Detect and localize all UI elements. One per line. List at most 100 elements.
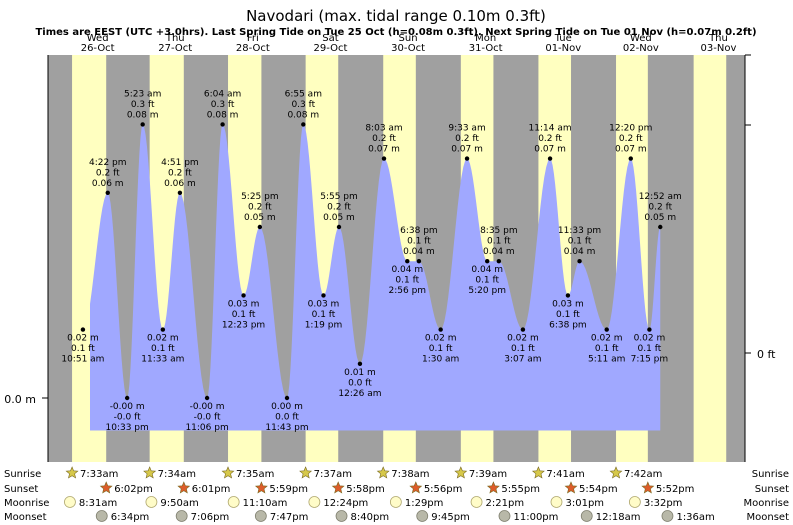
tide-label: 12:23 pm — [222, 320, 265, 330]
sunset-time: 5:59pm — [269, 484, 308, 495]
tide-label: 6:55 am — [285, 89, 322, 99]
tide-point — [204, 395, 210, 401]
astro-row-label-right: Sunset — [755, 484, 789, 495]
sunrise-icon — [65, 466, 79, 479]
tide-label: 11:43 pm — [265, 423, 308, 433]
day-date: 01-Nov — [545, 43, 581, 54]
astro-row-label-left: Sunset — [4, 484, 38, 495]
tide-extreme: 0.02 m0.1 ft5:11 am — [588, 327, 625, 365]
tide-label: 0.04 m — [564, 247, 596, 257]
moonrise-icon — [227, 496, 240, 508]
tide-point — [416, 259, 422, 264]
moonset-icon — [175, 510, 188, 522]
tide-label: 0.0 ft — [348, 378, 372, 388]
moonset-icon — [254, 510, 267, 522]
tide-label: 0.1 ft — [232, 310, 256, 320]
tide-point — [284, 395, 290, 401]
axes — [42, 54, 751, 462]
tide-curve-area — [90, 124, 661, 431]
astro-row-label-left: Moonset — [4, 512, 47, 523]
day-name: Thu — [708, 33, 728, 44]
sunrise-icon — [221, 466, 235, 479]
tide-label: 0.06 m — [164, 179, 196, 189]
astro-row-label-right: Moonset — [747, 512, 790, 523]
tide-label: 2:56 pm — [389, 286, 427, 296]
day-name: Sat — [322, 33, 338, 44]
tide-point — [658, 224, 663, 230]
sunrise-icon — [143, 466, 157, 479]
moonrise-time: 12:24pm — [323, 498, 368, 509]
tide-extreme: 6:55 am0.3 ft0.08 m — [285, 89, 322, 127]
tide-label: 0.2 ft — [327, 203, 351, 213]
tide-label: 0.03 m — [308, 299, 340, 309]
tide-label: 5:20 pm — [468, 286, 506, 296]
tide-label: 3:07 am — [504, 355, 541, 365]
astro-row-label-right: Moonrise — [744, 498, 789, 509]
moonrise-time: 3:01pm — [565, 498, 604, 509]
tide-extreme: 0.03 m0.1 ft1:19 pm — [305, 293, 342, 330]
moonset-time: 11:00pm — [513, 512, 558, 523]
tide-point — [438, 327, 443, 332]
tide-point — [381, 156, 387, 161]
right-axis-label: 0 ft — [757, 348, 776, 361]
tide-extreme: 8:35 pm0.1 ft0.04 m — [480, 226, 518, 264]
tide-extreme: 6:38 pm0.1 ft0.04 m — [400, 226, 438, 264]
tide-label: 0.05 m — [244, 213, 276, 223]
moonrise-icon — [389, 496, 402, 508]
sunrise-time: 7:41am — [546, 469, 584, 480]
tide-label: 0.05 m — [644, 213, 676, 223]
tide-label: 0.1 ft — [312, 310, 336, 320]
moonrise-time: 1:29pm — [405, 498, 444, 509]
tide-label: 0.04 m — [471, 265, 503, 275]
tide-label: 11:06 pm — [185, 423, 228, 433]
tide-label: 0.08 m — [287, 110, 319, 120]
tide-label: 0.04 m — [483, 247, 515, 257]
tide-label: 0.1 ft — [595, 344, 619, 354]
tide-point — [220, 122, 225, 127]
chart-title: Navodari (max. tidal range 0.10m 0.3ft) — [246, 7, 546, 25]
day-name: Wed — [630, 33, 652, 44]
tide-label: 0.07 m — [615, 145, 647, 155]
sunrise-icon — [299, 466, 313, 479]
sunrise-time: 7:35am — [236, 469, 274, 480]
tide-label: 0.03 m — [552, 299, 584, 309]
tide-label: 0.07 m — [534, 145, 566, 155]
tide-label: 4:51 pm — [161, 158, 199, 168]
tide-label: 0.02 m — [67, 334, 99, 344]
tide-label: 5:25 pm — [241, 192, 279, 202]
tide-point — [140, 122, 145, 127]
sunrise-time: 7:38am — [391, 469, 429, 480]
astro-row-label-right: Sunrise — [752, 469, 789, 480]
tide-point — [336, 224, 342, 230]
tide-point — [496, 259, 502, 264]
moonset-time: 7:06pm — [191, 512, 230, 523]
tide-extreme: 12:20 pm0.2 ft0.07 m — [609, 124, 652, 161]
sunrise-icon — [454, 466, 468, 479]
tide-label: 0.00 m — [271, 402, 303, 412]
tide-extreme: 4:22 pm0.2 ft0.06 m — [89, 158, 127, 195]
tide-label: 0.07 m — [451, 145, 483, 155]
tide-point — [464, 156, 470, 161]
day-name: Wed — [87, 33, 109, 44]
sunset-icon — [99, 481, 113, 494]
tide-label: 0.04 m — [391, 265, 423, 275]
day-date: 03-Nov — [701, 43, 737, 54]
tide-label: 1:30 am — [422, 355, 459, 365]
tide-label: 11:33 pm — [558, 226, 601, 236]
tide-label: 0.02 m — [425, 334, 457, 344]
tide-point — [565, 293, 571, 298]
tide-label: 0.02 m — [591, 334, 623, 344]
tide-label: 0.3 ft — [211, 100, 235, 110]
tide-label: 0.07 m — [368, 145, 400, 155]
sunrise-icon — [609, 466, 623, 479]
astro-row-label-left: Moonrise — [4, 498, 49, 509]
moonset-icon — [95, 510, 108, 522]
